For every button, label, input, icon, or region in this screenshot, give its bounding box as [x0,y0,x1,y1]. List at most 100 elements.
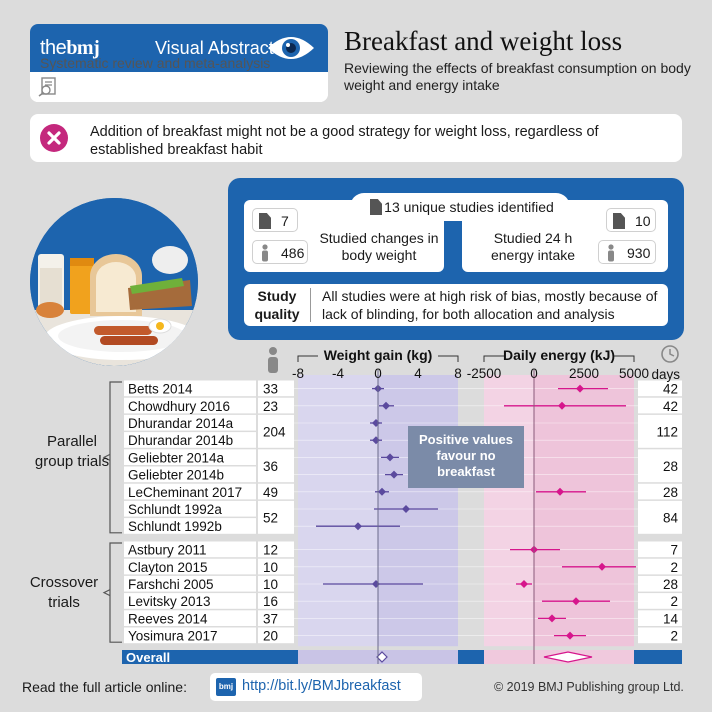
days-cell [638,627,682,644]
days-value: 2 [670,629,678,644]
days-cell [638,575,682,592]
person-icon [262,244,268,262]
participants-count: 204 [263,425,286,440]
document-search-icon [38,77,56,97]
overall-label: Overall [126,650,170,665]
study-name-cell [124,432,256,448]
days-value: 84 [663,511,679,526]
days-cell [638,380,682,397]
quality-text: All studies were at high risk of bias, m… [322,288,658,322]
participants-count: 10 [263,560,278,575]
participants-count: 52 [263,511,278,526]
weight-axis-tick-label: 8 [454,366,462,381]
key-message: Addition of breakfast might not be a goo… [90,124,599,158]
person-icon-body [268,357,278,373]
study-name: Betts 2014 [128,382,193,397]
left-study-count: 7 [252,208,298,232]
study-name-cell [124,397,256,414]
parallel-bracket-tip [102,453,111,461]
study-name: Farshchi 2005 [128,577,214,592]
study-name: Clayton 2015 [128,560,208,575]
participants-count: 20 [263,629,278,644]
energy-axis-tick-label: 5000 [619,366,649,381]
participants-cell [258,483,294,500]
weight-point [386,453,394,462]
eye-icon [268,37,314,59]
visual-abstract-label: Visual Abstract [155,38,274,58]
days-cell [638,558,682,575]
days-cell [638,610,682,626]
weight-axis-tick-label: -8 [292,366,304,381]
study-name-cell [124,541,256,558]
study-name: Geliebter 2014b [128,468,224,483]
group-label-parallel: Parallel group trials [34,433,110,470]
days-value: 7 [670,543,678,558]
clock-icon [661,345,679,363]
key-message-box [30,114,682,162]
days-value: 2 [670,594,678,609]
participants-count: 10 [263,577,278,592]
energy-point [572,597,580,606]
weight-axis-tick-label: 4 [414,366,422,381]
days-value: 28 [663,577,678,592]
days-value: 28 [663,459,678,474]
participants-cell [258,610,294,626]
participants-cell [258,541,294,558]
study-name: Levitsky 2013 [128,594,211,609]
right-study-count: 10 [606,208,656,232]
quality-divider [310,288,311,322]
days-value: 2 [670,560,678,575]
energy-point [548,614,556,623]
participants-cell [258,627,294,644]
weight-point [402,505,410,513]
days-value: 14 [663,611,679,626]
article-link[interactable]: bmj http://bit.ly/BMJbreakfast [210,673,422,701]
quality-box [244,284,668,326]
participants-count: 36 [263,459,278,474]
weight-point [378,487,386,496]
days-cell [638,541,682,558]
energy-point [520,580,528,588]
days-header: days [651,367,680,382]
participants-cell [258,449,294,483]
energy-axis-tick-label: -2500 [467,366,502,381]
study-type: Systematic review and meta-analysis [40,55,271,71]
person-icon-head [269,347,277,355]
study-name: LeCheminant 2017 [128,485,242,500]
weight-axis-tick-label: 0 [374,366,382,381]
participants-cell [258,558,294,575]
days-value: 42 [663,382,678,397]
crossover-bracket [109,542,122,643]
energy-point [556,487,564,496]
weight-axis-title: Weight gain (kg) [324,347,433,363]
energy-point [576,384,584,393]
study-name-cell [124,518,256,534]
weight-axis-title-bracket-right [438,355,459,362]
energy-point [558,401,566,410]
days-cell [638,483,682,500]
days-cell [638,500,682,534]
study-name: Schlundt 1992a [128,502,222,517]
annotation-positive-values: Positive values favour no breakfast [408,426,524,488]
energy-axis-tick-label: 2500 [569,366,599,381]
study-name-cell [124,466,256,483]
participants-count: 33 [263,382,278,397]
studies-identified: 13 unique studies identified [350,193,570,221]
right-participants: 930 [598,240,656,264]
energy-axis-title: Daily energy (kJ) [503,347,615,363]
days-cell [638,593,682,609]
study-type-bar [30,72,328,102]
article-url[interactable]: http://bit.ly/BMJbreakfast [242,678,401,694]
participants-cell [258,575,294,592]
participants-count: 16 [263,594,278,609]
clock-icon-face [661,345,679,363]
days-cell [638,449,682,483]
energy-axis-title-bracket-right [614,355,635,362]
study-name: Yosimura 2017 [128,629,218,644]
study-name-cell [124,483,256,500]
weight-point [390,470,398,479]
bmj-badge-icon: bmj [216,678,236,696]
days-value: 28 [663,485,678,500]
weight-positive-bg [378,375,458,647]
days-cell [638,414,682,448]
